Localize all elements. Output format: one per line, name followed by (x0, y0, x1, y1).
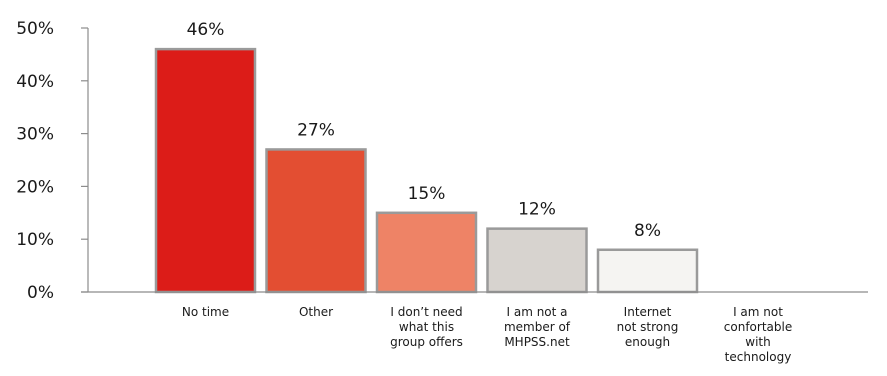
y-tick-label: 50% (16, 19, 54, 39)
bar (265, 148, 367, 294)
category-label: Internet not strong enough (617, 305, 679, 349)
data-label: 12% (518, 200, 556, 220)
category-label: I don’t need what this group offers (390, 305, 463, 349)
data-label: 8% (634, 221, 661, 241)
y-tick-label: 40% (16, 72, 54, 92)
bar (375, 211, 478, 294)
y-tick-label: 30% (16, 125, 54, 145)
y-axis: 0% 10% 20% 30% 40% 50% (16, 19, 89, 303)
x-axis: No time Other I don’t need what this group o… (81, 291, 868, 364)
y-tick-label: 20% (16, 177, 54, 197)
data-label: 27% (297, 120, 335, 140)
bar (154, 47, 257, 294)
bars (154, 47, 699, 294)
y-tick-label: 10% (16, 230, 54, 250)
y-tick-label: 0% (27, 283, 54, 303)
data-label: 15% (408, 184, 446, 204)
bar (486, 227, 588, 294)
category-label: I am not confortable with technology (724, 305, 792, 364)
category-label: I am not a member of MHPSS.net (504, 305, 571, 349)
data-labels: 46% 27% 15% 12% 8% (187, 20, 661, 241)
category-label: No time (182, 305, 229, 319)
bar (596, 248, 699, 294)
category-label: Other (299, 305, 333, 319)
data-label: 46% (187, 20, 225, 40)
